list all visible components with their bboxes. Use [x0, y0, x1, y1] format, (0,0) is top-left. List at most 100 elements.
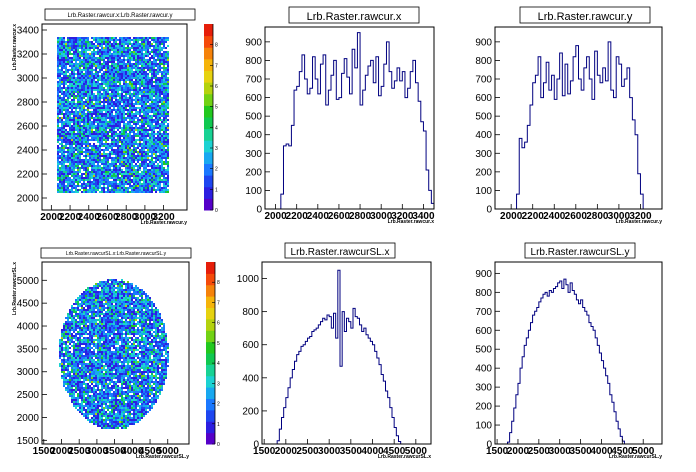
- x-tick-label: 3200: [391, 211, 414, 222]
- heatmap-cell: [101, 101, 103, 103]
- heatmap-cell: [159, 39, 161, 41]
- heatmap-cell: [63, 79, 65, 81]
- heatmap-cell: [67, 75, 69, 77]
- heatmap-cell: [167, 51, 169, 53]
- heatmap-cell: [85, 417, 87, 419]
- heatmap-cell: [63, 123, 65, 125]
- heatmap-cell: [141, 61, 143, 63]
- heatmap-cell: [119, 189, 121, 191]
- heatmap-cell: [113, 87, 115, 89]
- heatmap-cell: [67, 323, 69, 325]
- heatmap-cell: [69, 147, 71, 149]
- heatmap-cell: [143, 187, 145, 189]
- heatmap-cell: [125, 167, 127, 169]
- heatmap-cell: [155, 89, 157, 91]
- heatmap-cell: [83, 183, 85, 185]
- heatmap-cell: [67, 345, 69, 347]
- heatmap-cell: [89, 407, 91, 409]
- heatmap-cell: [163, 89, 165, 91]
- heatmap-cell: [123, 189, 125, 191]
- heatmap-cell: [157, 133, 159, 135]
- heatmap-cell: [105, 135, 107, 137]
- heatmap-cell: [119, 53, 121, 55]
- heatmap-cell: [67, 115, 69, 117]
- heatmap-cell: [133, 63, 135, 65]
- heatmap-cell: [137, 37, 139, 39]
- heatmap-cell: [103, 119, 105, 121]
- heatmap-cell: [67, 329, 69, 331]
- heatmap-cell: [119, 51, 121, 53]
- heatmap-cell: [77, 45, 79, 47]
- heatmap-cell: [61, 59, 63, 61]
- heatmap-cell: [89, 189, 91, 191]
- heatmap-cell: [151, 99, 153, 101]
- heatmap-cell: [107, 167, 109, 169]
- heatmap-cell: [91, 367, 93, 369]
- heatmap-cell: [107, 113, 109, 115]
- heatmap-cell: [77, 57, 79, 59]
- heatmap-cell: [61, 109, 63, 111]
- heatmap-cell: [139, 71, 141, 73]
- heatmap-cell: [61, 111, 63, 113]
- heatmap-cell: [65, 167, 67, 169]
- heatmap-cell: [111, 185, 113, 187]
- heatmap-cell: [153, 163, 155, 165]
- heatmap-cell: [97, 37, 99, 39]
- heatmap-cell: [71, 393, 73, 395]
- heatmap-cell: [91, 333, 93, 335]
- heatmap-cell: [97, 71, 99, 73]
- heatmap-cell: [157, 67, 159, 69]
- heatmap-cell: [127, 171, 129, 173]
- heatmap-cell: [69, 65, 71, 67]
- heatmap-cell: [137, 89, 139, 91]
- heatmap-cell: [75, 103, 77, 105]
- heatmap-cell: [79, 91, 81, 93]
- heatmap-cell: [79, 57, 81, 59]
- heatmap-cell: [157, 163, 159, 165]
- heatmap-cell: [119, 41, 121, 43]
- heatmap-cell: [67, 373, 69, 375]
- heatmap-cell: [107, 41, 109, 43]
- heatmap-cell: [81, 313, 83, 315]
- heatmap-cell: [137, 53, 139, 55]
- heatmap-cell: [133, 149, 135, 151]
- heatmap-cell: [85, 345, 87, 347]
- heatmap-cell: [89, 405, 91, 407]
- heatmap-cell: [151, 49, 153, 51]
- x-tick-label: 2600: [328, 211, 351, 222]
- heatmap-cell: [65, 189, 67, 191]
- heatmap-cell: [67, 37, 69, 39]
- heatmap-cell: [161, 59, 163, 61]
- heatmap-cell: [83, 369, 85, 371]
- heatmap-cell: [79, 101, 81, 103]
- heatmap-cell: [99, 165, 101, 167]
- heatmap-cell: [83, 49, 85, 51]
- heatmap-cell: [89, 135, 91, 137]
- heatmap-cell: [113, 109, 115, 111]
- heatmap-cell: [93, 117, 95, 119]
- heatmap-cell: [65, 359, 67, 361]
- heatmap-cell: [105, 111, 107, 113]
- heatmap-cell: [165, 125, 167, 127]
- heatmap-cell: [129, 93, 131, 95]
- heatmap-cell: [119, 85, 121, 87]
- heatmap-cell: [95, 189, 97, 191]
- heatmap-cell: [129, 155, 131, 157]
- heatmap-cell: [127, 103, 129, 105]
- heatmap-cell: [65, 51, 67, 53]
- heatmap-cell: [141, 177, 143, 179]
- heatmap-cell: [71, 329, 73, 331]
- heatmap-cell: [73, 57, 75, 59]
- heatmap-cell: [151, 79, 153, 81]
- heatmap-cell: [63, 355, 65, 357]
- heatmap-cell: [117, 143, 119, 145]
- heatmap-cell: [77, 317, 79, 319]
- heatmap-cell: [57, 183, 59, 185]
- heatmap-cell: [73, 377, 75, 379]
- heatmap-cell: [91, 377, 93, 379]
- heatmap-cell: [131, 39, 133, 41]
- heatmap-cell: [93, 355, 95, 357]
- heatmap-cell: [59, 109, 61, 111]
- heatmap-cell: [135, 147, 137, 149]
- heatmap-cell: [127, 63, 129, 65]
